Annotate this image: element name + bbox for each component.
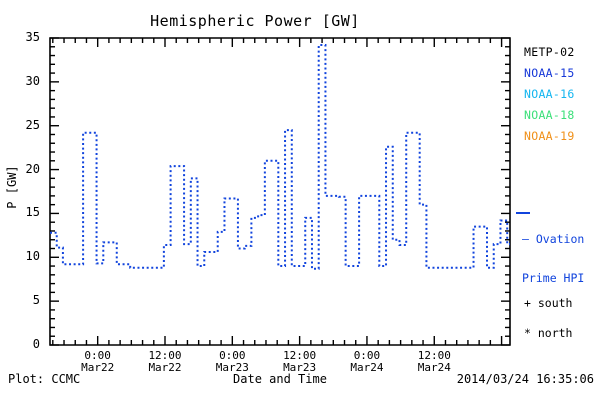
marker-north-legend: * north <box>524 326 573 340</box>
y-tick-label: 35 <box>25 30 40 44</box>
x-tick-label: 0:00 Mar23 <box>197 350 267 374</box>
x-tick-date: Mar22 <box>148 361 182 374</box>
x-tick-date: Mar23 <box>215 361 249 374</box>
y-tick-label: 5 <box>32 293 40 308</box>
x-tick-time: 12:00 <box>417 349 451 362</box>
x-tick-label: 12:00 Mar22 <box>130 350 200 374</box>
x-tick-time: 12:00 <box>283 349 317 362</box>
ovation-legend-line2: Prime HPI <box>522 271 585 285</box>
plot-credit: Plot: CCMC <box>8 372 81 386</box>
x-tick-label: 12:00 Mar23 <box>265 350 335 374</box>
y-tick-label: 0 <box>32 337 40 351</box>
y-tick-label: 10 <box>25 249 40 264</box>
x-tick-date: Mar22 <box>81 361 115 374</box>
chart-title: Hemispheric Power [GW] <box>150 12 360 30</box>
x-tick-time: 0:00 <box>219 349 246 362</box>
ovation-prime-legend: — Ovation Prime HPI <box>522 207 584 311</box>
legend-item-metp-02[interactable]: METP-02 <box>524 45 575 59</box>
legend-item-noaa-15[interactable]: NOAA-15 <box>524 66 575 80</box>
x-tick-time: 0:00 <box>353 349 381 362</box>
legend-item-noaa-19[interactable]: NOAA-19 <box>524 129 575 143</box>
x-tick-label: 0:00 Mar22 <box>63 350 133 374</box>
x-axis-label: Date and Time <box>233 372 327 386</box>
plot-timestamp: 2014/03/24 16:35:06 <box>456 372 594 386</box>
x-tick-date: Mar24 <box>350 361 384 374</box>
x-tick-date: Mar23 <box>283 361 317 374</box>
x-tick-label: 12:00 Mar24 <box>399 350 469 374</box>
y-tick-label: 30 <box>25 73 40 88</box>
y-tick-label: 15 <box>25 205 40 220</box>
marker-south-legend: + south <box>524 296 573 310</box>
ovation-legend-line1: — Ovation <box>522 232 585 246</box>
x-tick-time: 0:00 <box>84 349 111 362</box>
x-tick-time: 12:00 <box>148 349 182 362</box>
legend-item-noaa-16[interactable]: NOAA-16 <box>524 87 575 101</box>
x-tick-label: 0:00 Mar24 <box>332 350 402 374</box>
y-tick-label: 25 <box>25 117 40 132</box>
legend-item-noaa-18[interactable]: NOAA-18 <box>524 108 575 122</box>
y-tick-label: 20 <box>25 161 40 176</box>
data-series-ovation-prime-hpi <box>50 44 510 270</box>
x-tick-date: Mar24 <box>417 361 451 374</box>
